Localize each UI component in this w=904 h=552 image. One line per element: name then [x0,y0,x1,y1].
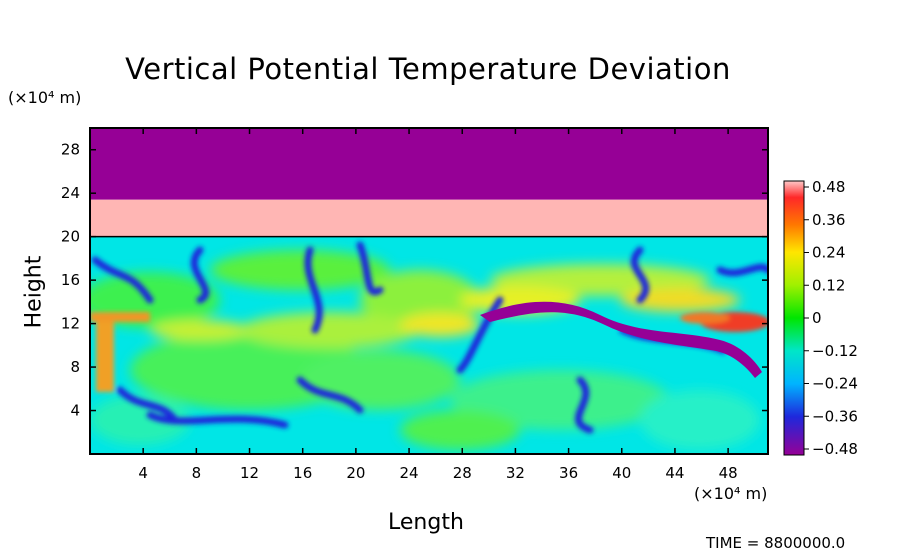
cold-streak [456,296,504,374]
colorbar-label: −0.12 [812,342,858,360]
y-tick-label: 8 [70,358,80,376]
field-patch [640,390,760,450]
colorbar: 0.48 0.36 0.24 0.12 0 −0.12 −0.24 −0.36 −0.48 [783,178,858,458]
cold-streak [574,376,594,434]
x-tick-label: 32 [506,464,525,482]
temperature-field [90,236,768,454]
colorbar-label: 0 [812,309,822,327]
cold-streak [146,411,289,429]
x-tick-label: 44 [665,464,684,482]
y-tick-label: 12 [61,315,80,333]
field-patch [400,313,480,337]
x-tick-label: 28 [453,464,472,482]
field-patch [450,370,670,430]
cold-streak [630,246,650,304]
field-patch [150,320,250,340]
cold-streak [91,256,154,304]
warm-band-left [90,312,150,322]
x-tick-label: 24 [400,464,419,482]
field-patch [300,350,460,410]
layer-bands [90,128,768,237]
x-axis-label: Length [388,510,464,535]
colorbar-label: 0.36 [812,211,845,229]
warm-column-left [96,322,114,392]
colorbar-label: 0.48 [812,178,845,196]
y-tick-label: 24 [61,184,80,202]
cold-streak [296,376,364,414]
cold-tongue [480,301,762,378]
x-axis-units: (×10⁴ m) [694,484,768,503]
chart-title: Vertical Potential Temperature Deviation [125,52,731,86]
colorbar-label: −0.24 [812,375,858,393]
x-tick-label: 4 [138,464,148,482]
x-tick-label: 12 [240,464,259,482]
warm-patch-right [680,312,730,324]
layer-band [90,199,768,237]
x-tick-label: 40 [612,464,631,482]
y-axis-units: (×10⁴ m) [8,88,82,107]
x-tick-label: 36 [559,464,578,482]
plot-frame [89,127,769,455]
x-tick-label: 48 [719,464,738,482]
y-tick-label: 4 [70,402,80,420]
cold-streak [356,241,384,296]
y-tick-label: 28 [61,141,80,159]
colorbar-label: −0.36 [812,407,858,425]
colorbar-label: 0.24 [812,244,845,262]
field-patch [400,410,520,450]
x-tick-label: 16 [293,464,312,482]
x-tick-label: 8 [192,464,202,482]
y-tick-label: 16 [61,271,80,289]
colorbar-scale [783,180,805,456]
field-soft-patches [90,250,760,450]
cold-streak [716,263,768,277]
cold-streak [304,246,323,334]
colorbar-label: 0.12 [812,276,845,294]
cold-streak [190,246,210,304]
layer-band [90,128,768,200]
field-patch [240,312,420,348]
cold-streak [116,386,179,424]
field-patch [620,288,740,312]
x-tick-label: 20 [346,464,365,482]
field-patch [210,250,390,290]
y-tick-label: 20 [61,228,80,246]
colorbar-label: −0.48 [812,440,858,458]
